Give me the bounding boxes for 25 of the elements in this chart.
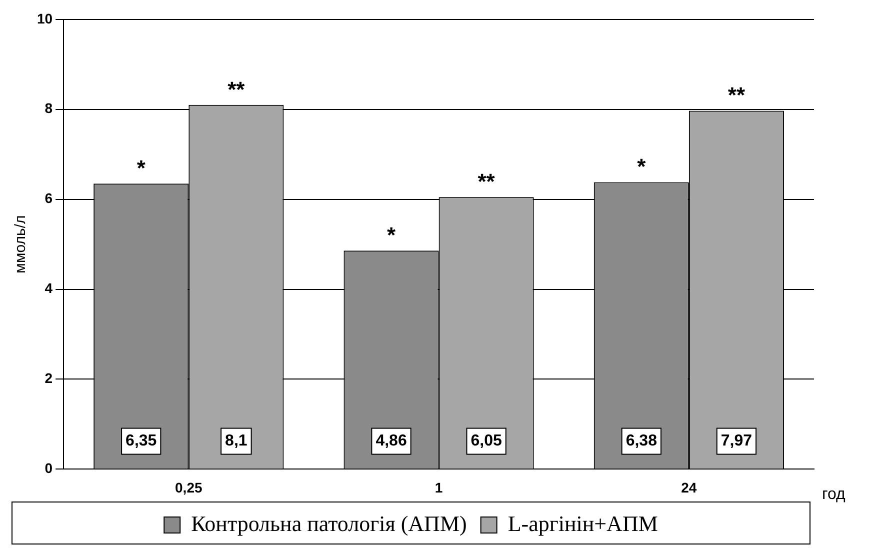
y-tick-label: 4	[44, 280, 53, 296]
data-label: 6,05	[470, 432, 502, 450]
y-tick-label: 0	[44, 460, 53, 476]
data-label: 4,86	[376, 432, 407, 450]
data-label: 6,38	[626, 432, 658, 450]
data-label: 6,35	[126, 432, 157, 450]
y-tick-label: 10	[36, 10, 53, 26]
x-tick-label: 0,25	[175, 479, 202, 496]
annotation: **	[228, 76, 246, 102]
y-axis-title: ммоль/л	[12, 215, 30, 274]
annotation: *	[136, 156, 146, 181]
y-tick-label: 8	[44, 100, 53, 116]
x-axis-title: год	[822, 486, 846, 504]
legend-label: L-аргінін+АПМ	[508, 510, 658, 536]
data-label: 8,1	[225, 432, 248, 450]
annotation: *	[637, 154, 646, 180]
data-label: 7,97	[720, 432, 752, 450]
x-tick-label: 24	[681, 479, 697, 496]
legend-label: Контрольна патологія (АПМ)	[191, 510, 467, 536]
y-tick-label: 2	[44, 370, 53, 386]
annotation: *	[386, 222, 396, 248]
annotation: **	[478, 169, 496, 194]
annotation: **	[728, 82, 746, 108]
x-tick-label: 1	[434, 479, 443, 496]
y-tick-label: 6	[44, 190, 53, 206]
